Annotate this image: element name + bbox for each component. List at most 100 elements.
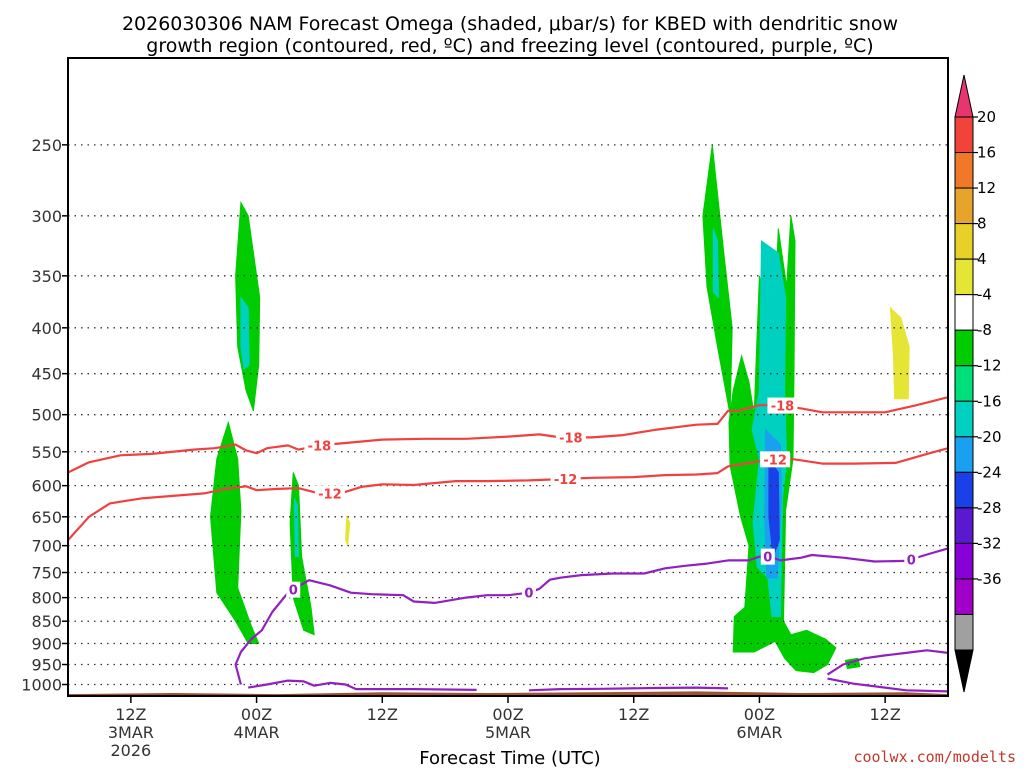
contour-label: 0 (763, 551, 772, 566)
colorbar-top-arrow (954, 74, 974, 118)
colorbar-tick-label: -28 (977, 499, 1002, 517)
omega-region-6 (889, 306, 910, 400)
y-tick-label: 450 (31, 365, 62, 384)
contour-line-6 (827, 677, 949, 693)
x-tick-label: 12Z (367, 705, 398, 724)
colorbar-tick-label: -16 (977, 392, 1002, 410)
contour-labels: -18 -18 -18 -12 -12 -12 0 0 0 0 (286, 397, 919, 602)
colorbar-box (954, 187, 974, 225)
y-tick-label: 750 (31, 564, 62, 583)
contour-line-0 (67, 396, 949, 474)
colorbar-box (954, 258, 974, 296)
omega-region-4 (293, 498, 300, 558)
credit-text: coolwx.com/modelts (853, 748, 1016, 766)
y-tick-label: 650 (31, 508, 62, 527)
x-tick-label: 00Z (744, 705, 775, 724)
contour-label: -12 (554, 473, 578, 488)
omega-region-13 (768, 457, 780, 557)
y-tick-label: 850 (31, 612, 62, 631)
contour-label: 0 (907, 553, 916, 568)
colorbar-box (954, 613, 974, 651)
colorbar: 20 16 12 8 4 -4 -8 -12 -16 -20 -24 -28 -32 -36 (954, 74, 1002, 693)
y-tick-label: 600 (31, 477, 62, 496)
colorbar-box (954, 400, 974, 438)
x-tick-label: 12Z (618, 705, 649, 724)
colorbar-bottom-arrow (954, 649, 974, 693)
contour-label-bg (555, 429, 586, 446)
y-tick-label: 400 (31, 319, 62, 338)
contour-label: -18 (308, 439, 332, 454)
contour-line-2 (234, 547, 949, 685)
colorbar-box (954, 436, 974, 473)
contour-label-bg (760, 451, 791, 468)
y-axis-ticks: 250 300 350 400 450 500 550 600 650 700 750 800 850 9… (21, 136, 68, 694)
colorbar-tick-label: -36 (977, 570, 1002, 588)
grid-lines (68, 144, 948, 686)
colorbar-tick-label: 20 (977, 108, 996, 126)
colorbar-tick-label: 16 (977, 144, 996, 162)
contour-line-5 (826, 649, 949, 676)
x-tick-label: 3MAR (108, 723, 154, 742)
omega-region-2 (209, 420, 260, 644)
colorbar-box (954, 294, 974, 331)
contour-line-4 (528, 686, 729, 692)
contour-line-3 (248, 679, 477, 691)
colorbar-tick-label: -32 (977, 534, 1002, 552)
terrain-fill (68, 691, 948, 696)
y-tick-label: 950 (31, 656, 62, 675)
contour-label: -12 (763, 453, 787, 468)
colorbar-tick-label: -8 (977, 321, 992, 339)
y-tick-label: 700 (31, 537, 62, 556)
x-tick-label: 00Z (241, 705, 272, 724)
colorbar-box (954, 223, 974, 260)
colorbar-tick-label: 4 (977, 250, 987, 268)
y-tick-label: 1000 (21, 675, 62, 694)
omega-region-3 (289, 472, 315, 636)
contour-label-bg (314, 485, 345, 502)
x-tick-label: 12Z (115, 705, 146, 724)
omega-region-8 (712, 228, 720, 299)
y-tick-label: 300 (31, 207, 62, 226)
y-tick-label: 900 (31, 634, 62, 653)
y-tick-label: 250 (31, 136, 62, 155)
colorbar-tick-label: -24 (977, 463, 1002, 481)
x-tick-label: 5MAR (485, 723, 531, 742)
y-tick-label: 500 (31, 406, 62, 425)
contour-label: -12 (318, 487, 342, 502)
colorbar-tick-label: -4 (977, 286, 992, 304)
omega-region-5 (345, 514, 351, 546)
x-tick-label: 6MAR (736, 723, 782, 742)
contour-label-bg (550, 470, 581, 487)
contour-label: -18 (771, 400, 795, 415)
colorbar-box (954, 152, 974, 189)
y-tick-label: 350 (31, 267, 62, 286)
x-tick-label: 2026 (110, 741, 151, 760)
contour-label-bg (904, 551, 919, 568)
x-tick-label: 00Z (492, 705, 523, 724)
contour-label-bg (767, 397, 798, 414)
colorbar-box (954, 365, 974, 402)
contour-label: 0 (289, 584, 298, 599)
y-tick-label: 800 (31, 589, 62, 608)
contour-label: -18 (559, 431, 583, 446)
x-tick-label: 12Z (869, 705, 900, 724)
contour-label-bg (304, 437, 335, 454)
chart-title-line-2: growth region (contoured, red, ºC) and f… (146, 35, 873, 57)
terrain (68, 691, 948, 696)
colorbar-tick-label: -20 (977, 428, 1002, 446)
colorbar-box (954, 116, 974, 154)
x-axis-label: Forecast Time (UTC) (419, 748, 600, 768)
omega-region-1 (240, 295, 250, 371)
colorbar-box (954, 542, 974, 580)
x-tick-label: 4MAR (234, 723, 280, 742)
plot-frame (67, 57, 949, 697)
colorbar-tick-label: 8 (977, 215, 987, 233)
colorbar-box (954, 471, 974, 509)
colorbar-tick-label: -12 (977, 357, 1002, 375)
contour-label-bg (286, 581, 301, 598)
colorbar-box (954, 578, 974, 615)
chart-title-line-1: 2026030306 NAM Forecast Omega (shaded, μ… (122, 13, 898, 35)
contour-label: 0 (524, 587, 533, 602)
